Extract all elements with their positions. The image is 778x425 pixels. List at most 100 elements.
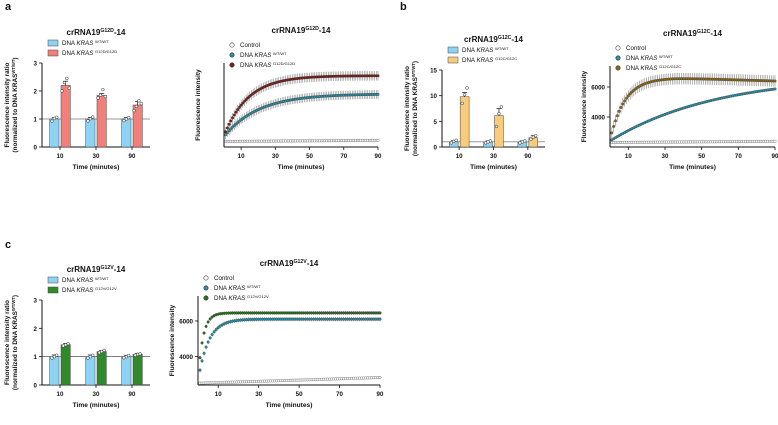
data-point	[523, 139, 527, 143]
chart-title-tail: -14	[511, 35, 523, 44]
legend-control-text: Control	[626, 45, 646, 52]
legend-gene-text: KRAS	[76, 50, 95, 57]
data-point	[122, 119, 126, 123]
legend-control-text: Control	[214, 275, 234, 282]
data-point	[229, 119, 233, 123]
legend-label: Control	[626, 45, 646, 52]
panel-label-a: a	[5, 1, 12, 13]
data-point	[494, 124, 499, 129]
chart-title-sup: G12D	[305, 26, 319, 32]
legend-dna-text: DNA	[62, 287, 76, 294]
legend-gene-text: KRAS	[76, 40, 95, 47]
data-point	[773, 87, 777, 91]
data-point	[212, 330, 216, 334]
legend-label: DNA KRAS WT/WT	[240, 51, 287, 60]
legend-dna-text: DNA	[62, 277, 76, 284]
legend-dna-text: DNA	[462, 47, 476, 54]
data-point	[206, 320, 210, 324]
legend-genotype-sup: WT/WT	[95, 39, 109, 44]
legend-swatch	[447, 46, 459, 54]
data-point	[462, 92, 467, 97]
legend-swatch	[47, 286, 59, 294]
legend-genotype-sup: G12V/G12V	[95, 286, 117, 291]
x-axis-label: Time (minutes)	[266, 402, 313, 409]
series-2	[224, 71, 380, 137]
data-point	[531, 135, 535, 139]
y-axis-label-line1: Fluorescence intensity ratio	[4, 300, 11, 385]
x-tick-label: 10	[625, 153, 632, 160]
legend-dna-text: DNA	[626, 55, 640, 62]
data-point	[65, 76, 69, 81]
x-tick-label: 90	[377, 391, 384, 398]
data-point	[449, 141, 453, 145]
legend-control-text: Control	[240, 42, 260, 49]
data-point	[66, 341, 70, 346]
bar	[49, 118, 60, 148]
data-point	[60, 89, 64, 93]
x-tick-label: 90	[524, 153, 531, 160]
chart-title-sup: G12V	[293, 259, 307, 265]
x-axis-label: Time (minutes)	[278, 164, 325, 171]
legend-gene-text: KRAS	[76, 287, 95, 294]
legend-marker	[615, 45, 621, 51]
x-tick-label: 30	[490, 153, 497, 160]
legend-genotype-sup: G12D/G12D	[273, 61, 295, 66]
y-tick-label: 0	[34, 383, 38, 390]
data-point	[378, 376, 382, 379]
bar	[96, 351, 107, 386]
y-axis-label-line2: (normalized to DNA KRASWT/WT)	[11, 57, 20, 152]
legend-label: DNA KRAS WT/WT	[62, 276, 109, 285]
x-tick-label: 10	[456, 153, 463, 160]
data-point	[198, 356, 202, 360]
data-point	[773, 139, 777, 143]
data-point	[239, 103, 243, 107]
bar	[494, 115, 504, 148]
data-point	[378, 317, 382, 321]
data-point	[206, 340, 210, 344]
legend-label: DNA KRAS G12D/G12D	[62, 49, 117, 58]
x-tick-label: 30	[93, 391, 100, 398]
chart-title-main: crRNA19	[67, 28, 101, 37]
chart-title: crRNA19G12D-14	[272, 26, 331, 35]
legend-label: DNA KRAS G12C/G12C	[626, 64, 681, 73]
bar	[49, 356, 60, 386]
chart-title: crRNA19G12V-14	[260, 259, 319, 268]
legend-gene-text: KRAS	[76, 277, 95, 284]
legend-swatch	[47, 49, 59, 57]
data-point	[534, 134, 538, 138]
legend-genotype-sup: G12C/G12C	[659, 64, 681, 69]
y-axis-label-line2-sup: WT/WT	[411, 63, 416, 78]
data-point	[614, 119, 617, 123]
x-tick-label: 50	[296, 391, 303, 398]
chart-title: crRNA19G12D-14	[67, 28, 126, 37]
legend-genotype-sup: WT/WT	[247, 284, 261, 289]
legend-label: DNA KRAS G12V/G12V	[214, 294, 269, 303]
x-tick-label: 10	[238, 153, 245, 160]
data-point	[612, 125, 616, 128]
series-2	[198, 311, 382, 360]
y-axis-label: Fluorescence intensity	[581, 70, 588, 142]
legend: DNA KRAS WT/WT DNA KRAS G12D/G12D	[47, 39, 117, 58]
legend-marker	[203, 285, 209, 291]
y-tick-label: 3	[34, 298, 38, 305]
legend-dna-text: DNA	[62, 40, 76, 47]
data-point	[132, 108, 136, 113]
data-point	[773, 79, 777, 83]
data-point	[101, 87, 105, 92]
data-point	[55, 115, 59, 119]
data-point	[214, 327, 218, 331]
data-point	[50, 356, 54, 360]
chart-title-sup: G12D	[100, 28, 114, 34]
x-tick-label: 10	[57, 153, 64, 160]
y-axis-label-line2-main: (normalized to DNA KRAS	[12, 310, 19, 390]
data-point	[224, 130, 228, 134]
data-point	[234, 110, 238, 114]
bar	[85, 356, 96, 386]
data-point	[139, 101, 143, 106]
data-point	[497, 111, 501, 116]
y-tick-label: 0	[434, 145, 438, 152]
data-point	[243, 99, 247, 103]
legend-dna-text: DNA	[462, 57, 476, 64]
bar-chart-b-bar: 0 5 10 15 10 30 90 Time (minutes) Fluorescence i…	[404, 46, 545, 171]
